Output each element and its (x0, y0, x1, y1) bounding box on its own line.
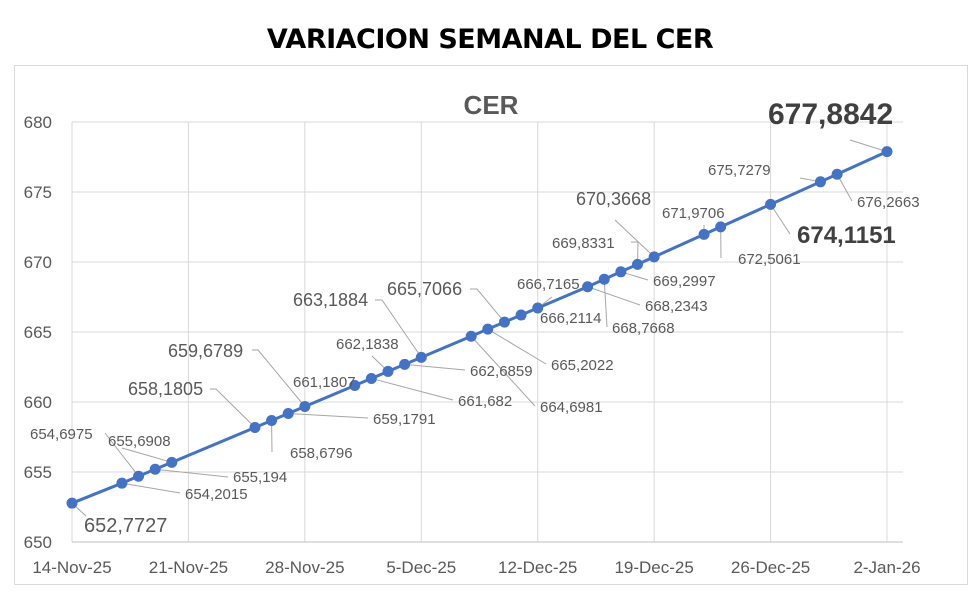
data-point (365, 372, 377, 384)
data-label-leader (849, 139, 888, 153)
data-label-leader (104, 432, 139, 477)
x-tick-label: 26-Dec-25 (731, 558, 810, 577)
data-label-leader (603, 279, 608, 328)
data-label: 658,1805 (128, 379, 203, 399)
y-tick-label: 660 (24, 393, 52, 412)
data-label: 676,2663 (857, 194, 920, 211)
x-tick-label: 2-Jan-26 (853, 558, 920, 577)
data-label: 655,194 (233, 469, 287, 486)
data-label: 672,5061 (738, 251, 801, 268)
data-point (715, 221, 727, 233)
data-label: 661,682 (458, 393, 512, 410)
x-tick-label: 5-Dec-25 (386, 558, 456, 577)
data-point (282, 407, 294, 419)
y-tick-label: 680 (24, 113, 52, 132)
data-label: 658,6796 (290, 445, 353, 462)
data-label: 670,3668 (576, 189, 651, 209)
data-point (698, 228, 710, 240)
data-point (615, 266, 627, 278)
data-label: 662,6859 (470, 363, 533, 380)
data-point (515, 309, 527, 321)
data-label: 668,2343 (645, 298, 708, 315)
data-label-leader (614, 219, 655, 258)
y-tick-label: 675 (24, 183, 52, 202)
data-label: 659,1791 (373, 411, 436, 428)
x-tick-label: 19-Dec-25 (614, 558, 693, 577)
data-label: 654,2015 (185, 486, 248, 503)
chart-subtitle: CER (464, 90, 519, 120)
data-label: 655,6908 (108, 433, 171, 450)
data-point (765, 198, 777, 210)
data-label-leader (288, 412, 369, 419)
data-point (133, 470, 145, 482)
data-label: 668,7668 (612, 320, 675, 337)
data-label: 669,2997 (653, 273, 716, 290)
data-label-leader (770, 204, 791, 235)
data-point (632, 258, 644, 270)
data-label-leader (470, 288, 505, 323)
data-label-leader (470, 335, 536, 407)
data-label-leader (487, 328, 547, 365)
data-point (149, 463, 161, 475)
data-point (399, 358, 411, 370)
data-label: 669,8331 (552, 235, 615, 252)
x-tick-label: 21-Nov-25 (149, 558, 228, 577)
y-tick-label: 670 (24, 253, 52, 272)
data-label-leader (404, 363, 466, 371)
data-label: 654,6975 (30, 426, 93, 443)
data-point (249, 421, 261, 433)
data-point (382, 365, 394, 377)
data-point (349, 379, 361, 391)
data-label: 665,7066 (387, 279, 462, 299)
data-point (598, 273, 610, 285)
data-label: 666,2114 (540, 310, 601, 327)
data-label: 671,9706 (662, 205, 725, 222)
data-label-leader (587, 286, 641, 306)
data-label: 677,8842 (768, 98, 893, 131)
data-label-leader (121, 447, 172, 463)
data-point (648, 251, 660, 263)
data-label: 662,1838 (336, 336, 399, 353)
data-label: 666,7165 (517, 276, 580, 293)
data-point (266, 414, 278, 426)
data-label-leader (371, 377, 454, 401)
data-point (881, 146, 893, 158)
y-tick-label: 655 (24, 463, 52, 482)
chart-title: VARIACION SEMANAL DEL CER (266, 24, 714, 55)
data-point (831, 168, 843, 180)
data-label: 674,1151 (797, 222, 896, 249)
data-point (498, 316, 510, 328)
data-point (299, 400, 311, 412)
data-point (814, 176, 826, 188)
data-point (66, 497, 78, 509)
data-label: 661,1807 (293, 374, 356, 391)
data-label-leader (210, 388, 256, 428)
data-point (582, 281, 594, 293)
x-tick-label: 14-Nov-25 (32, 558, 111, 577)
data-point (116, 477, 128, 489)
data-point (532, 302, 544, 314)
data-point (166, 456, 178, 468)
y-tick-label: 665 (24, 323, 52, 342)
data-point (415, 351, 427, 363)
data-label: 664,6981 (540, 399, 603, 416)
data-point (465, 330, 477, 342)
chart-frame (14, 65, 968, 585)
x-tick-label: 12-Dec-25 (498, 558, 577, 577)
data-label: 652,7727 (84, 515, 167, 537)
data-label-leader (375, 299, 422, 358)
data-label: 675,7279 (708, 162, 771, 179)
x-tick-label: 28-Nov-25 (265, 558, 344, 577)
data-label: 663,1884 (293, 290, 368, 310)
data-label-leader (155, 468, 229, 478)
data-label-leader (121, 482, 181, 494)
series-line (71, 150, 888, 505)
y-tick-label: 650 (24, 533, 52, 552)
data-label: 659,6789 (168, 341, 243, 361)
data-label-leader (252, 349, 306, 407)
data-point (482, 323, 494, 335)
data-label: 665,2022 (551, 357, 614, 374)
